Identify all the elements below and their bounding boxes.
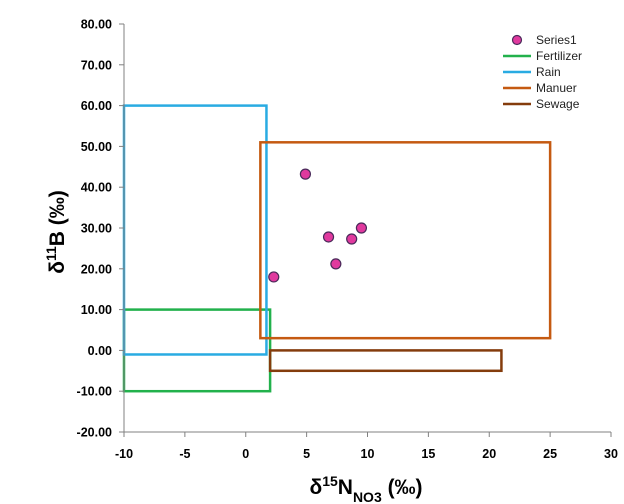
data-point [330,258,342,270]
data-point [355,222,368,234]
y-tick-label: -20.00 [77,426,112,440]
y-tick-label: 40.00 [81,181,112,195]
x-tick-label: 15 [421,447,435,461]
x-axis-title: δ15NNO3 (‰) [309,473,422,504]
x-tick-label: 25 [543,447,557,461]
y-tick-label: 30.00 [81,222,112,236]
y-tick-label: 60.00 [81,99,112,113]
y-axis-title: δ11B (‰) [43,190,69,274]
x-tick-label: -10 [115,447,133,461]
x-tick-label: 5 [303,447,310,461]
region-sewage [268,349,503,373]
y-tick-label: 10.00 [81,303,112,317]
x-tick-label: 10 [361,447,375,461]
region-fertilizer [122,308,272,393]
y-tick-label: -10.00 [77,385,112,399]
y-tick-label: 50.00 [81,140,112,154]
y-tick-label: 80.00 [81,18,112,32]
y-tick-label: 20.00 [81,262,112,276]
data-point [268,271,280,283]
x-tick-label: 30 [604,447,618,461]
x-tick-label: 0 [242,447,249,461]
region-rain [122,104,268,356]
legend-label-rain: Rain [536,65,561,79]
region-manuer [259,141,552,340]
y-tick-label: 0.00 [88,344,112,358]
legend-marker-series1 [511,34,523,46]
y-tick-label: 70.00 [81,58,112,72]
legend-label-manuer: Manuer [536,81,577,95]
x-tick-label: 20 [482,447,496,461]
legend-label-fertilizer: Fertilizer [536,49,582,63]
data-point [322,231,335,243]
legend: Series1 Fertilizer Rain Manuer Sewage [503,33,582,111]
data-point [299,168,312,180]
x-tick-label: -5 [179,447,190,461]
legend-label-series1: Series1 [536,33,577,47]
legend-label-sewage: Sewage [536,97,580,111]
data-point [346,233,358,245]
